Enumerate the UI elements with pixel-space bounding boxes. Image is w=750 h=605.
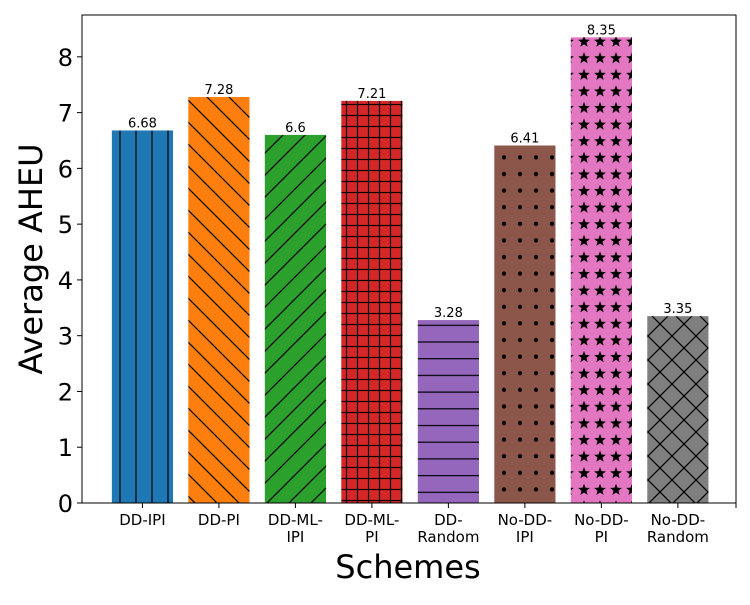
bar xyxy=(188,96,250,503)
plot-frame xyxy=(81,14,737,504)
x-tick-label: DD-Random xyxy=(417,511,479,546)
x-tick-label: No-DD-Random xyxy=(647,511,709,546)
bar-value-label: 6.6 xyxy=(285,121,306,136)
value-labels-layer: 6.68 7.28 6.6 7.21 3.28 6.41 8.35 3.35 xyxy=(128,23,692,321)
bar-value-label: 6.41 xyxy=(510,132,539,147)
bar xyxy=(647,316,709,503)
x-tick-label: DD-IPI xyxy=(119,511,165,529)
y-tick-label: 1 xyxy=(58,434,73,462)
x-axis-title: Schemes xyxy=(335,548,480,586)
y-tick-label: 7 xyxy=(58,100,73,128)
bar-value-label: 7.28 xyxy=(204,83,233,98)
bar-value-label: 6.68 xyxy=(128,116,157,131)
bar-value-label: 3.28 xyxy=(434,306,463,321)
bar xyxy=(570,37,632,504)
y-tick-label: 3 xyxy=(58,323,73,351)
y-axis-ticks: 0 1 2 3 4 5 6 7 8 xyxy=(58,44,82,518)
bar-value-label: 7.21 xyxy=(357,87,386,102)
bar-value-label: 3.35 xyxy=(663,302,692,317)
y-tick-label: 5 xyxy=(58,211,73,239)
bars-layer xyxy=(111,37,709,504)
x-tick-label: No-DD-IPI xyxy=(498,511,553,546)
bar xyxy=(341,100,403,503)
x-tick-label: DD-ML-IPI xyxy=(268,511,323,546)
x-tick-label: DD-ML-PI xyxy=(344,511,399,546)
y-tick-label: 2 xyxy=(58,378,73,406)
x-axis-ticks: DD-IPI DD-PI DD-ML-IPI DD-ML-PI DD-Random No-… xyxy=(119,503,737,546)
bar xyxy=(417,320,479,503)
x-tick-label: No-DD-PI xyxy=(574,511,629,546)
plot-border xyxy=(81,14,737,504)
bar xyxy=(264,134,326,503)
y-tick-label: 4 xyxy=(58,267,73,295)
bar xyxy=(111,130,174,503)
x-tick-label: DD-PI xyxy=(198,511,240,529)
bar-value-label: 8.35 xyxy=(587,23,616,38)
y-axis-title: Average AHEU xyxy=(12,143,50,374)
y-tick-label: 6 xyxy=(58,155,73,183)
bar xyxy=(494,145,556,503)
y-tick-label: 0 xyxy=(58,490,73,518)
y-tick-label: 8 xyxy=(58,44,73,72)
